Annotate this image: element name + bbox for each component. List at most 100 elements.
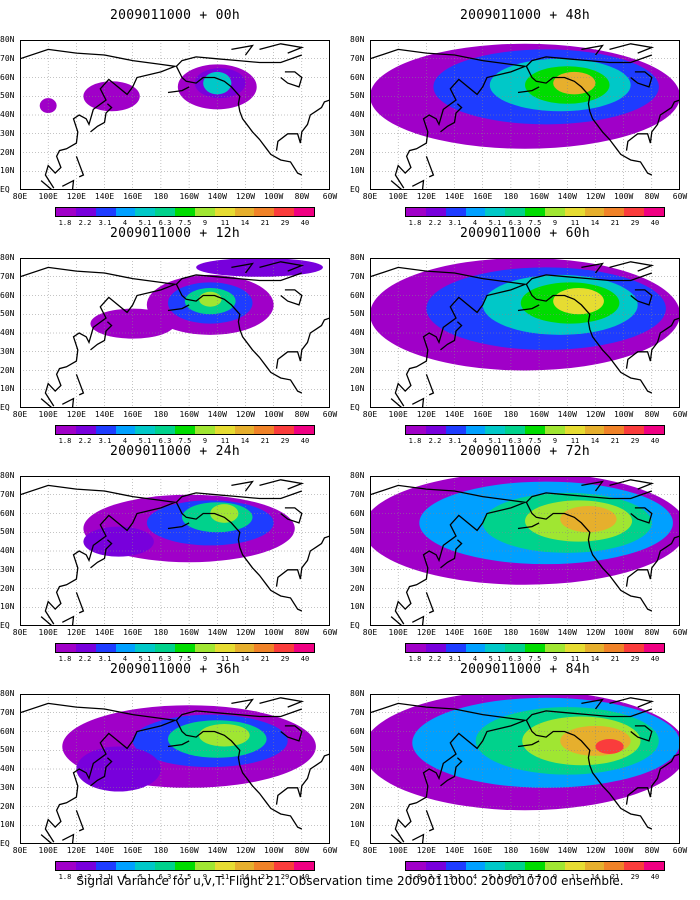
panel-title: 2009011000 + 84h bbox=[459, 662, 591, 677]
colorbar-label: 9 bbox=[552, 655, 558, 663]
lon-label: 80W bbox=[644, 628, 660, 637]
variance-map bbox=[20, 476, 330, 626]
colorbar-swatch bbox=[234, 208, 255, 216]
coastline bbox=[20, 484, 178, 625]
coastline bbox=[175, 66, 303, 176]
coastline bbox=[440, 539, 463, 569]
colorbar-swatch bbox=[194, 208, 215, 216]
coastline bbox=[609, 261, 655, 272]
colorbar-label: 9 bbox=[552, 219, 558, 227]
lon-label: 160E bbox=[473, 846, 493, 855]
lat-label: 30N bbox=[0, 346, 15, 356]
lat-label: EQ bbox=[0, 185, 10, 194]
colorbar-label: 11 bbox=[220, 437, 230, 445]
lat-label: 80N bbox=[0, 689, 15, 698]
coastline bbox=[20, 266, 178, 407]
colorbar-swatch bbox=[135, 426, 156, 434]
coastline bbox=[440, 757, 463, 787]
lon-label: 60W bbox=[672, 628, 688, 637]
coastline bbox=[275, 753, 330, 805]
colorbar-label: 21 bbox=[610, 655, 620, 663]
colorbar-swatch bbox=[465, 862, 486, 870]
coastline bbox=[40, 616, 54, 626]
coastline bbox=[175, 708, 303, 721]
figure-caption: Signal Variance for u,v,T. Flight 21. Ob… bbox=[76, 874, 624, 888]
colorbar-swatch bbox=[644, 426, 664, 434]
colorbar-swatch bbox=[624, 426, 645, 434]
lat-label: 10N bbox=[350, 166, 365, 176]
variance-contour bbox=[198, 291, 222, 307]
coastline bbox=[275, 317, 330, 369]
lat-label: EQ bbox=[0, 621, 10, 630]
colorbar-label: 14 bbox=[590, 437, 600, 445]
coastline bbox=[625, 535, 680, 587]
colorbar-label: 21 bbox=[610, 437, 620, 445]
lon-label: 120W bbox=[585, 410, 606, 419]
lon-label: 140E bbox=[94, 410, 115, 419]
lat-label: 80N bbox=[0, 35, 15, 44]
coastline bbox=[517, 522, 540, 530]
colorbar bbox=[405, 643, 665, 653]
lat-label: 50N bbox=[0, 527, 15, 537]
lon-label: 140E bbox=[94, 846, 115, 855]
map-panel: 2009011000 + 84h 80N 70N 60N 50N 40N 30N 20N 10N… bbox=[350, 654, 700, 881]
lon-label: 120W bbox=[235, 628, 256, 637]
colorbar-swatch bbox=[485, 862, 506, 870]
colorbar-swatch bbox=[525, 426, 545, 434]
colorbar-label: 7.5 bbox=[178, 437, 192, 445]
coastline bbox=[167, 86, 190, 94]
lon-label: 80E bbox=[12, 846, 28, 855]
colorbar-swatch bbox=[505, 644, 526, 652]
colorbar-swatch bbox=[155, 644, 176, 652]
panel-title: 2009011000 + 36h bbox=[109, 662, 241, 677]
colorbar-label: 2.2 bbox=[428, 873, 442, 881]
coastline bbox=[581, 262, 605, 274]
colorbar-swatch bbox=[485, 644, 506, 652]
panel-title: 2009011000 + 60h bbox=[459, 226, 591, 241]
colorbar-swatch bbox=[564, 208, 585, 216]
lat-label: 10N bbox=[350, 602, 365, 612]
colorbar-swatch bbox=[584, 208, 605, 216]
colorbar bbox=[405, 861, 665, 871]
coastline bbox=[630, 725, 653, 742]
coastline bbox=[175, 284, 303, 394]
colorbar-label: 40 bbox=[300, 655, 310, 663]
colorbar-label: 11 bbox=[220, 655, 230, 663]
colorbar-swatch bbox=[544, 208, 565, 216]
lat-label: 50N bbox=[350, 527, 365, 537]
lon-label: 180 bbox=[503, 628, 519, 637]
lon-label: 80W bbox=[294, 846, 310, 855]
colorbar-swatch bbox=[175, 862, 195, 870]
colorbar-label: 14 bbox=[240, 655, 250, 663]
lon-label: 120W bbox=[585, 846, 606, 855]
coastline bbox=[525, 502, 653, 612]
colorbar-swatch bbox=[115, 644, 136, 652]
colorbar-label: 7.5 bbox=[528, 655, 542, 663]
colorbar-swatch bbox=[194, 426, 215, 434]
panel-title: 2009011000 + 12h bbox=[109, 226, 241, 241]
colorbar-label: 6.3 bbox=[158, 655, 172, 663]
colorbar-swatch bbox=[425, 426, 446, 434]
colorbar-swatch bbox=[95, 862, 116, 870]
lat-label: 10N bbox=[0, 820, 15, 830]
lat-label: 20N bbox=[350, 147, 365, 157]
lon-label: 140W bbox=[207, 846, 227, 855]
lat-label: 30N bbox=[0, 564, 15, 574]
lon-label: 140W bbox=[557, 628, 577, 637]
colorbar-swatch bbox=[445, 208, 466, 216]
coastline bbox=[167, 740, 190, 748]
colorbar-label: 9 bbox=[202, 873, 208, 881]
lon-label: 140E bbox=[444, 192, 465, 201]
variance-contour bbox=[39, 98, 57, 114]
panel-title: 2009011000 + 48h bbox=[459, 8, 591, 23]
lon-label: 80W bbox=[644, 192, 660, 201]
colorbar-label: 11 bbox=[570, 873, 580, 881]
lat-label: 40N bbox=[0, 110, 15, 119]
colorbar-swatch bbox=[194, 862, 215, 870]
colorbar-label: 5.1 bbox=[488, 219, 502, 227]
lat-label: 60N bbox=[350, 72, 365, 82]
coastline bbox=[425, 592, 435, 614]
colorbar-swatch bbox=[544, 644, 565, 652]
lon-label: 160E bbox=[473, 192, 493, 201]
lon-label: 80E bbox=[362, 846, 378, 855]
